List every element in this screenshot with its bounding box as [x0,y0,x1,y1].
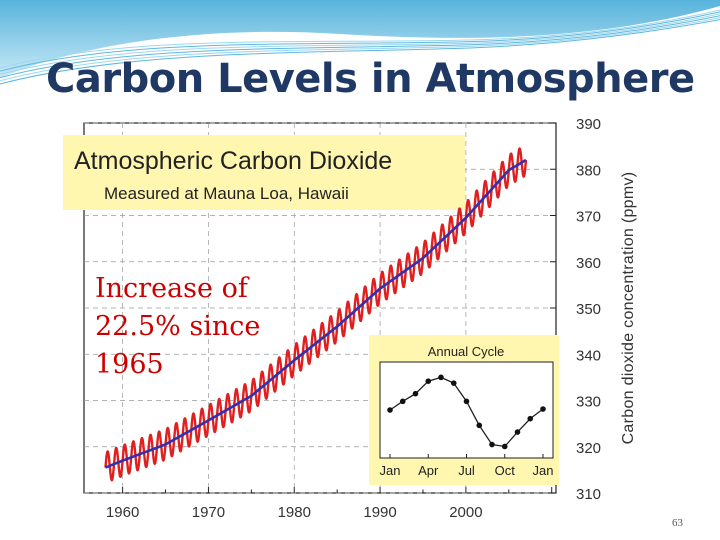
increase-annotation-line: Increase of [95,273,250,304]
y-tick-label: 390 [576,116,601,133]
annual-cycle-point [501,443,508,450]
x-tick-label: 1980 [278,504,311,521]
y-axis-label: Carbon dioxide concentration (ppmv) [620,172,637,445]
header-wave-line [0,15,720,79]
increase-annotation-line: 22.5% since [95,311,260,342]
annual-cycle-point [438,374,444,381]
chart-subtitle: Measured at Mauna Loa, Hawaii [104,184,349,203]
header-wave-decoration [0,0,720,85]
inset-title: Annual Cycle [428,344,505,359]
x-tick-label: 1960 [106,504,139,521]
inset-plot-area [379,361,554,459]
slide-title: Carbon Levels in Atmosphere [46,56,695,102]
chart-title: Atmospheric Carbon Dioxide [74,147,392,175]
annual-cycle-point [463,398,470,405]
slide-number: 63 [672,517,683,529]
annual-cycle-point [527,415,534,422]
inset-x-tick-label: Apr [418,463,439,478]
annual-cycle-point [489,441,495,448]
x-tick-label: 1970 [192,504,225,521]
annual-cycle-point [425,378,432,385]
trend-line [104,158,527,469]
x-tick-label: 1990 [363,504,396,521]
y-tick-label: 350 [576,301,601,318]
x-tick-label: 2000 [449,504,482,521]
annual-cycle-point [412,390,419,397]
y-tick-label: 360 [576,255,601,272]
header-wave-line [0,17,720,82]
annual-cycle-point [540,406,546,412]
y-tick-label: 330 [576,394,601,411]
inset-x-tick-label: Jan [380,463,401,478]
y-tick-label: 340 [576,347,601,364]
y-tick-label: 320 [576,440,601,457]
inset-x-tick-label: Jan [533,463,554,478]
annual-cycle-point [514,429,521,435]
annual-cycle-point [476,422,483,429]
y-tick-label: 310 [576,486,601,503]
annual-cycle-point [399,398,406,405]
inset-x-tick-label: Oct [495,463,516,478]
header-wave-line [0,9,720,69]
header-wave-line [0,11,720,72]
annual-cycle-inset: Annual Cycle Jan Apr Jul Oct Jan [369,335,559,485]
header-wave-line [0,13,720,75]
y-tick-label: 380 [576,162,601,179]
header-wave-line [0,19,720,85]
inset-x-tick-label: Jul [458,463,475,478]
increase-annotation-line: 1965 [95,349,164,380]
header-wave-fill [0,0,720,78]
chart-title-box [63,135,465,210]
annual-cycle-point [387,407,393,413]
annual-cycle-point [450,380,457,386]
y-tick-label: 370 [576,209,601,226]
